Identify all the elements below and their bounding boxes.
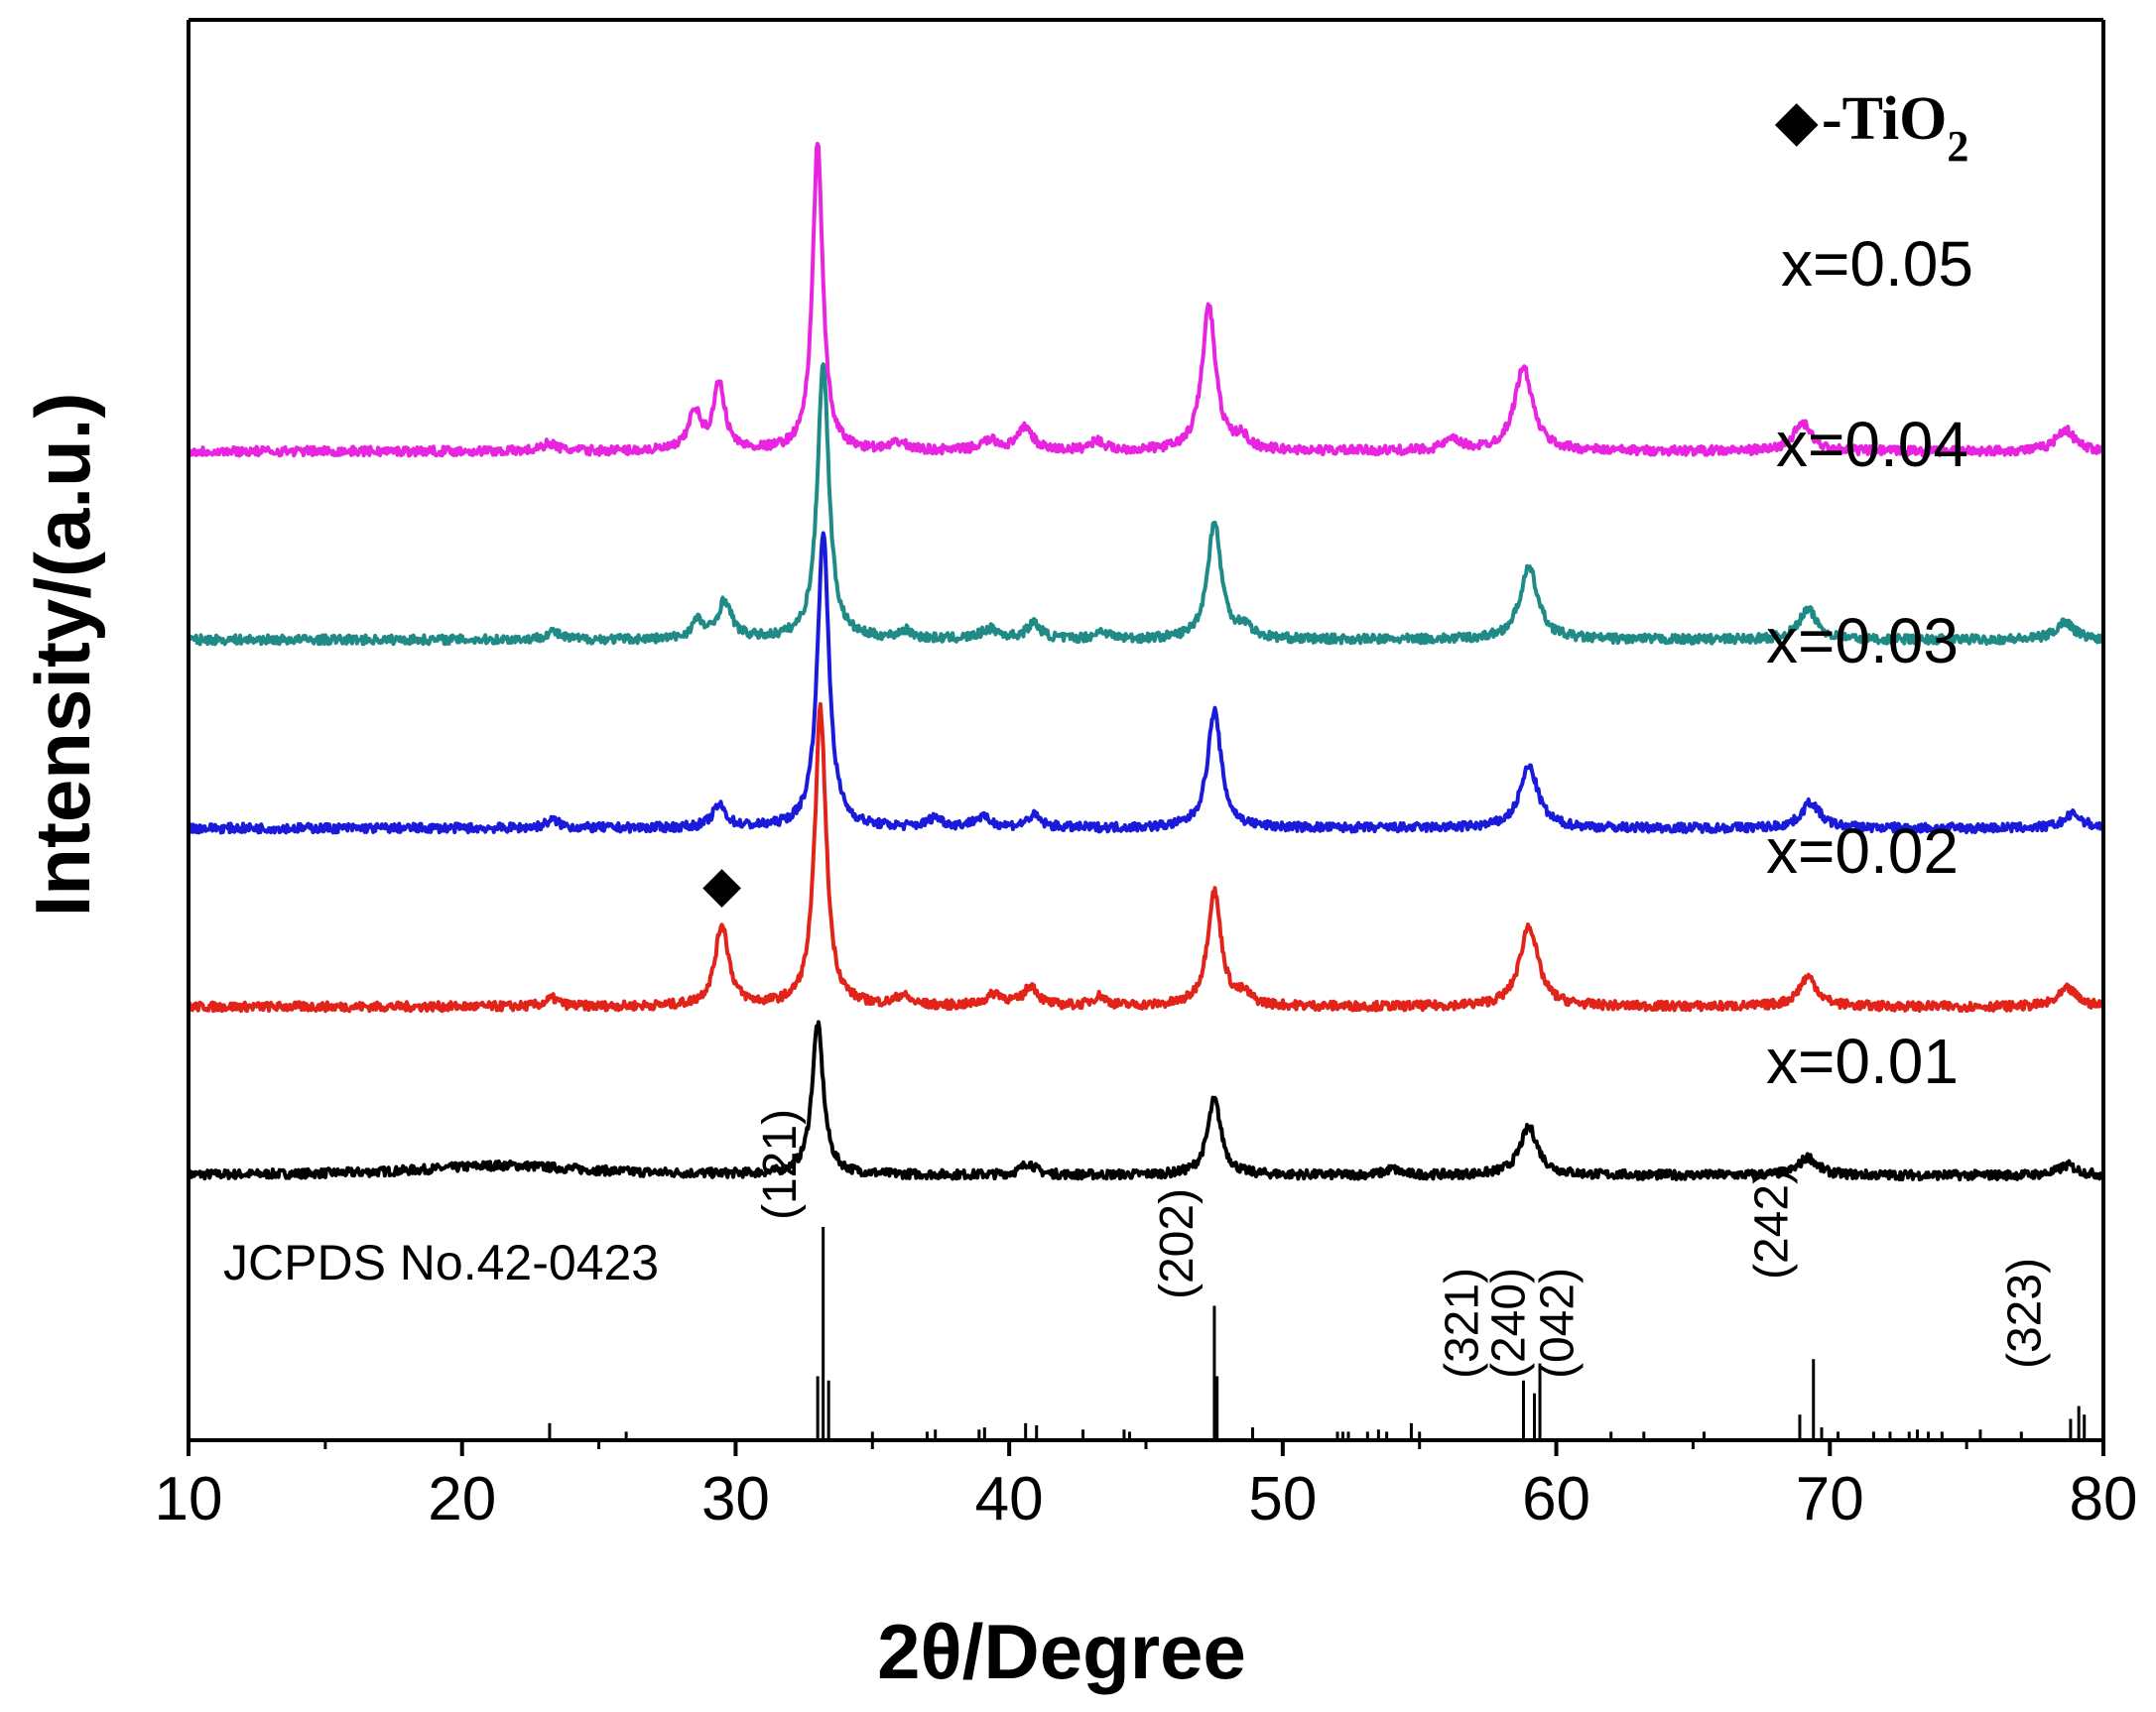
hkl-label: (242) bbox=[1746, 1168, 1799, 1280]
hkl-label: (042) bbox=[1532, 1268, 1585, 1379]
legend-subscript: 2 bbox=[1947, 122, 1968, 171]
x-tick-label: 70 bbox=[1796, 1465, 1864, 1533]
x-tick-label: 60 bbox=[1522, 1465, 1590, 1533]
y-axis-title: Intensity/(a.u.) bbox=[19, 393, 106, 917]
series-layer bbox=[187, 141, 2105, 1182]
hkl-label: (323) bbox=[1998, 1258, 2051, 1369]
tio2-peak-marker: ◆ bbox=[702, 859, 741, 912]
x-axis: 10 20 30 40 50 60 70 80 bbox=[155, 18, 2138, 1533]
series-line-001 bbox=[187, 1020, 2104, 1182]
reference-label: JCPDS No.42-0423 bbox=[223, 1235, 659, 1290]
x-tick-label: 50 bbox=[1248, 1465, 1317, 1533]
x-tick-label: 30 bbox=[701, 1465, 770, 1533]
hkl-label: (321) bbox=[1436, 1268, 1488, 1379]
hkl-label: (240) bbox=[1483, 1268, 1536, 1379]
reference-pattern: (121) (202) (321)(240)(042) (242) (323) bbox=[548, 1109, 2087, 1440]
hkl-label: (202) bbox=[1151, 1188, 1204, 1299]
x-tick-label: 20 bbox=[428, 1465, 496, 1533]
x-tick-label: 40 bbox=[975, 1465, 1044, 1533]
legend-text: -TiO bbox=[1822, 85, 1947, 153]
legend-label: -TiO2 bbox=[1822, 85, 1968, 171]
series-line-004 bbox=[188, 362, 2105, 647]
x-tick-label: 10 bbox=[155, 1465, 223, 1533]
series-label-x005: x=0.05 bbox=[1781, 228, 1973, 300]
hkl-label: (121) bbox=[754, 1109, 807, 1220]
series-label-x002: x=0.02 bbox=[1766, 815, 1959, 887]
series-label-x004: x=0.04 bbox=[1776, 409, 1968, 480]
x-tick-label: 80 bbox=[2070, 1465, 2138, 1533]
series-label-x001: x=0.01 bbox=[1766, 1026, 1959, 1097]
x-axis-title: 2θ/Degree bbox=[877, 1608, 1246, 1695]
legend-marker: ◆ bbox=[1774, 91, 1819, 151]
series-line-003 bbox=[187, 531, 2105, 835]
series-line-002 bbox=[187, 701, 2105, 1014]
legend: ◆ -TiO2 bbox=[1774, 85, 1968, 171]
series-label-x003: x=0.03 bbox=[1766, 605, 1959, 676]
series-line-005 bbox=[187, 141, 2105, 458]
